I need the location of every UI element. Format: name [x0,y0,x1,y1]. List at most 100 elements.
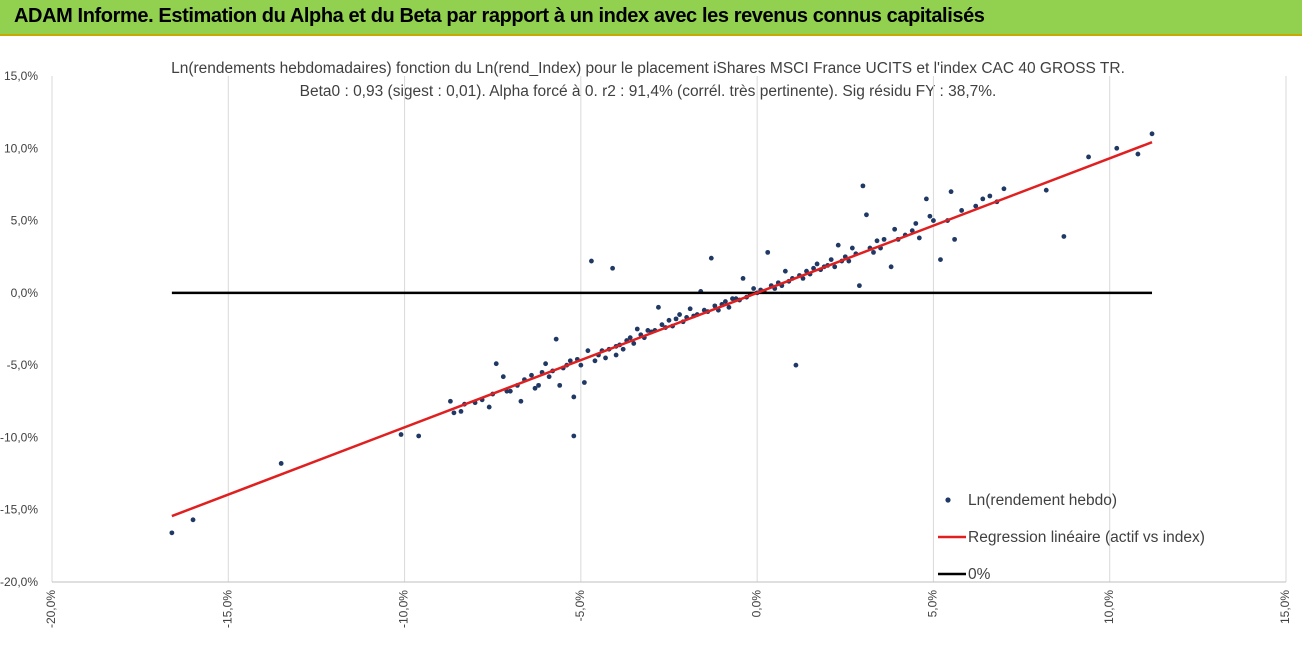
data-point [631,341,637,346]
data-point [913,221,919,226]
x-tick-label: 0,0% [749,590,763,618]
legend-label-points: Ln(rendement hebdo) [968,492,1117,509]
y-tick-label: -10,0% [0,430,38,444]
y-tick-label: -15,0% [0,503,38,517]
data-point [603,355,608,361]
data-point [486,404,492,410]
data-point [532,385,538,391]
series-layer [169,131,1155,536]
data-point [536,382,541,388]
data-point [892,226,898,232]
data-point [1001,186,1007,192]
x-tick-label: -15,0% [220,590,234,628]
data-point [740,276,746,281]
data-point [567,358,573,364]
data-point [589,258,594,264]
data-point [1135,151,1141,157]
data-point [458,409,464,414]
x-tick-label: -10,0% [397,590,411,628]
data-point [849,245,855,251]
data-point [659,322,665,328]
data-point [973,203,979,209]
data-point [416,433,422,439]
data-point [571,394,577,400]
data-point [927,213,933,219]
data-point [765,249,771,255]
y-tick-label: 0,0% [11,286,39,300]
data-point [190,517,196,523]
x-tick-label: -5,0% [573,590,587,622]
data-point [278,461,284,466]
data-point [782,268,788,274]
data-point [726,304,732,310]
data-point [507,388,513,394]
data-point [952,236,957,242]
x-tick-label: 10,0% [1102,590,1116,624]
data-point [871,249,876,255]
data-point [677,312,682,317]
data-point [656,304,661,310]
data-point [923,196,929,202]
data-point [578,362,584,368]
data-point [846,258,852,264]
x-tick-label: -20,0% [44,590,58,628]
chart-subtitle: Beta0 : 0,93 (sigest : 0,01). Alpha forc… [300,83,997,100]
data-point [553,336,559,342]
data-point [938,257,943,263]
x-tick-label: 15,0% [1278,590,1292,624]
data-point [959,208,965,213]
data-point [712,303,718,309]
y-tick-label: -5,0% [7,358,39,372]
data-point [627,335,633,341]
data-point [500,374,506,380]
data-point [571,433,577,439]
data-point [620,346,626,352]
data-point [1149,131,1155,137]
legend-label-regression: Regression linéaire (actif vs index) [968,529,1205,546]
data-point [634,326,640,332]
data-point [916,235,922,241]
data-point [856,283,862,289]
data-point [493,361,499,367]
data-point [557,382,563,388]
scatter-chart-frame: Ln(rendements hebdomadaires) fonction du… [0,36,1302,648]
data-point [581,380,587,385]
y-tick-label: 5,0% [11,214,39,228]
data-point [832,264,838,270]
data-point [881,236,887,242]
data-point [800,276,806,281]
data-point [793,362,799,368]
data-point [730,296,735,302]
axes: -20,0% -15,0% -10,0% -5,0% 0,0% 5,0% 10,0% 15,0… [0,69,1292,628]
data-point [980,196,986,202]
data-point [543,361,548,367]
data-point [546,374,552,380]
data-point [888,264,894,270]
scatter-chart: Ln(rendements hebdomadaires) fonction du… [0,60,1292,628]
data-point [448,398,453,404]
y-tick-label: 15,0% [4,69,38,83]
report-header-banner: ADAM Informe. Estimation du Alpha et du … [0,0,1302,36]
data-point [666,317,672,323]
data-point [835,242,841,248]
data-point [592,358,598,364]
legend: Ln(rendement hebdo) Regression linéaire (… [938,492,1205,583]
data-point [814,261,820,267]
y-tick-label: 10,0% [4,141,38,155]
data-point [673,316,679,322]
data-point [613,352,619,358]
data-point [169,530,175,536]
data-point [1114,145,1120,151]
data-point [931,218,936,223]
data-point [585,348,591,354]
y-tick-label: -20,0% [0,575,38,589]
data-point [518,398,524,404]
data-point [828,257,834,263]
data-point [529,372,534,378]
data-point [708,255,714,261]
data-point [874,238,880,244]
x-tick-label: 5,0% [926,590,940,618]
regression-line [171,141,1153,518]
chart-title: Ln(rendements hebdomadaires) fonction du… [171,60,1125,77]
data-point [987,193,993,199]
